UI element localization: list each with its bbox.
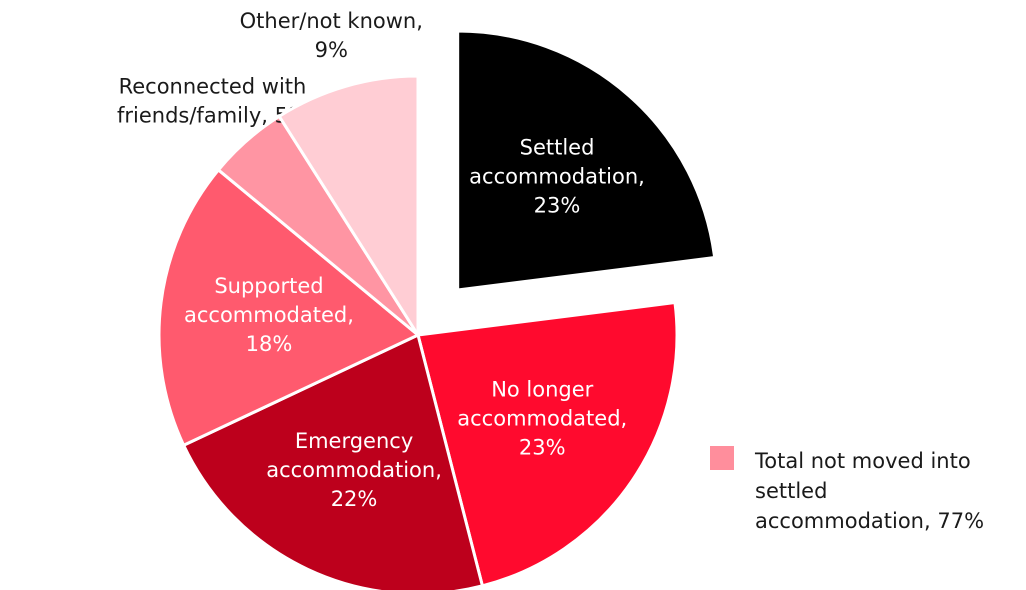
legend-label: settled [755,479,827,503]
pie-slice [416,300,679,588]
slice-label: 22% [331,487,378,511]
slice-label: Settled [520,135,595,159]
slice-label: 23% [519,435,566,459]
pie-slice [157,167,421,448]
slice-label: Emergency [295,429,413,453]
slice-label: 23% [534,193,581,217]
slice-label: Reconnected with [119,74,307,98]
slice-label: accommodation, [266,458,442,482]
slice-label: No longer [491,377,593,401]
slice-label: friends/family, 5% [117,103,308,127]
pie-slice [277,74,420,341]
slice-label: accommodated, [184,303,354,327]
slice-label: 9% [315,38,348,62]
slice-label: accommodation, [469,164,645,188]
slice-label: Supported [214,274,323,298]
legend-label: accommodation, 77% [755,509,984,533]
pie-slice [181,332,485,590]
legend-label: Total not moved into [754,449,971,473]
slice-label: 18% [246,332,293,356]
pie-slice [456,29,717,292]
legend-swatch [710,446,734,470]
slice-label: Other/not known, [240,9,423,33]
slice-label: accommodated, [457,406,627,430]
